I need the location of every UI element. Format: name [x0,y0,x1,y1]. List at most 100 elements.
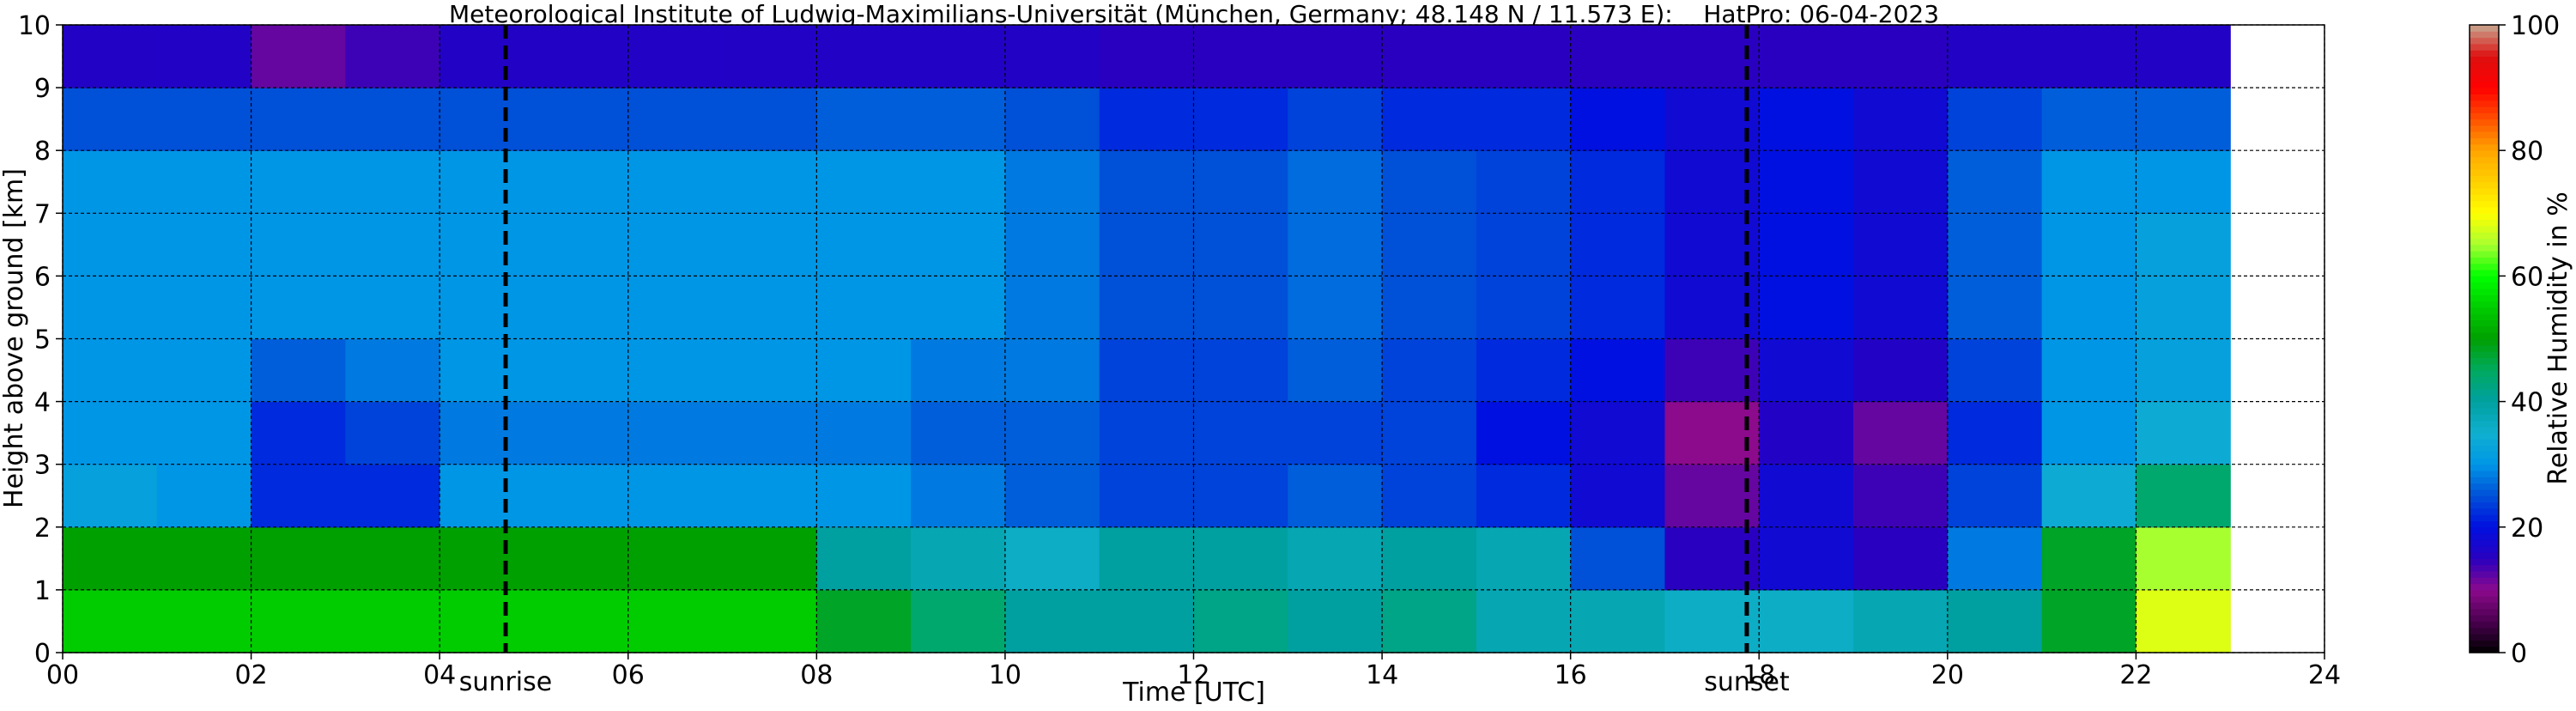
colorbar-segment [2470,137,2499,145]
colorbar-tick-label: 60 [2511,262,2543,292]
heat-cell [722,464,817,528]
colorbar-segment [2470,181,2499,189]
colorbar-segment [2470,62,2499,70]
heat-cell [722,401,817,465]
heat-cell [1288,213,1383,276]
heat-cell [1288,25,1383,88]
colorbar-segment [2470,156,2499,164]
heat-cell [345,213,440,276]
heat-cell [911,88,1006,151]
heat-cell [911,401,1006,465]
heat-cell [1570,25,1666,88]
heat-cell [1004,150,1100,214]
heat-cell [1288,526,1383,591]
colorbar-segment [2470,533,2499,540]
colorbar-segment [2470,520,2499,528]
colorbar-segment [2470,319,2499,327]
heat-cell [533,150,629,214]
colorbar-segment [2470,100,2499,107]
colorbar-segment [2470,564,2499,572]
heat-cell [1947,589,2043,653]
heat-cell [2136,88,2231,151]
heat-cell [439,464,535,528]
heat-cell [2041,276,2137,340]
heat-cell [251,276,346,340]
colorbar-segment [2470,526,2499,534]
heat-cell [439,150,535,214]
colorbar-segment [2470,615,2499,622]
heat-cell [1288,88,1383,151]
heat-cell [345,276,440,340]
heat-cell [156,464,252,528]
heat-cell [2136,589,2231,653]
heat-cell [1947,338,2043,403]
colorbar-segment [2470,407,2499,415]
colorbar-segment [2470,289,2499,295]
heat-cell [627,464,724,528]
colorbar-segment [2470,213,2499,221]
colorbar-segment [2470,50,2499,58]
heat-cell [2041,88,2137,151]
heat-cell [1664,213,1760,276]
heat-cell [439,589,535,653]
heat-cell [816,338,912,403]
x-tick-label: 10 [989,660,1021,690]
heat-cell [439,276,535,340]
x-tick-label: 00 [46,660,79,690]
heat-cell [156,338,252,403]
colorbar-segment [2470,332,2499,339]
heat-cell [1570,338,1666,403]
heat-cell [627,213,724,276]
heat-cell [1664,589,1760,653]
heat-cell [2041,526,2137,591]
colorbar-segment [2470,257,2499,264]
heat-cell [63,338,158,403]
colorbar-segment [2470,501,2499,509]
colorbar-segment [2470,31,2499,39]
colorbar-segment [2470,395,2499,403]
heat-cell [2136,150,2231,214]
colorbar-segment [2470,118,2499,126]
heat-cell [1382,213,1477,276]
y-tick-label: 6 [34,262,51,292]
heat-cell [1759,401,1854,465]
heat-cell [1853,88,1949,151]
colorbar-label: Relative Humidity in % [2543,191,2573,484]
heat-cell [627,526,724,591]
heat-cell [63,401,158,465]
heat-cell [1193,25,1288,88]
heat-cell [1947,213,2043,276]
colorbar-segment [2470,75,2499,82]
colorbar-segment [2470,325,2499,333]
heat-cell [1570,589,1666,653]
heat-cell [1193,401,1288,465]
heat-cell [1570,464,1666,528]
y-tick-label: 3 [34,451,51,481]
heat-cell [1664,25,1760,88]
colorbar-segment [2470,583,2499,591]
heat-cell [439,401,535,465]
colorbar-tick-label: 100 [2511,11,2560,41]
colorbar-segment [2470,640,2499,647]
colorbar-segment [2470,363,2499,371]
heat-cell [816,25,912,88]
heat-cell [1476,401,1572,465]
heat-cell [1476,150,1572,214]
heat-cell [1004,464,1100,528]
colorbar-segment [2470,162,2499,170]
heat-cell [1099,88,1195,151]
heat-cell [1947,25,2043,88]
heat-cell [722,276,817,340]
heat-cell [345,338,440,403]
heat-cell [1570,276,1666,340]
colorbar-segment [2470,464,2499,471]
colorbar-segment [2470,313,2499,321]
heat-cell [1004,88,1100,151]
heat-cell [533,464,629,528]
heat-cell [533,338,629,403]
heat-cell [2041,401,2137,465]
colorbar-segment [2470,577,2499,585]
heat-cell [2136,338,2231,403]
colorbar-segment [2470,143,2499,151]
heat-cell [1759,213,1854,276]
